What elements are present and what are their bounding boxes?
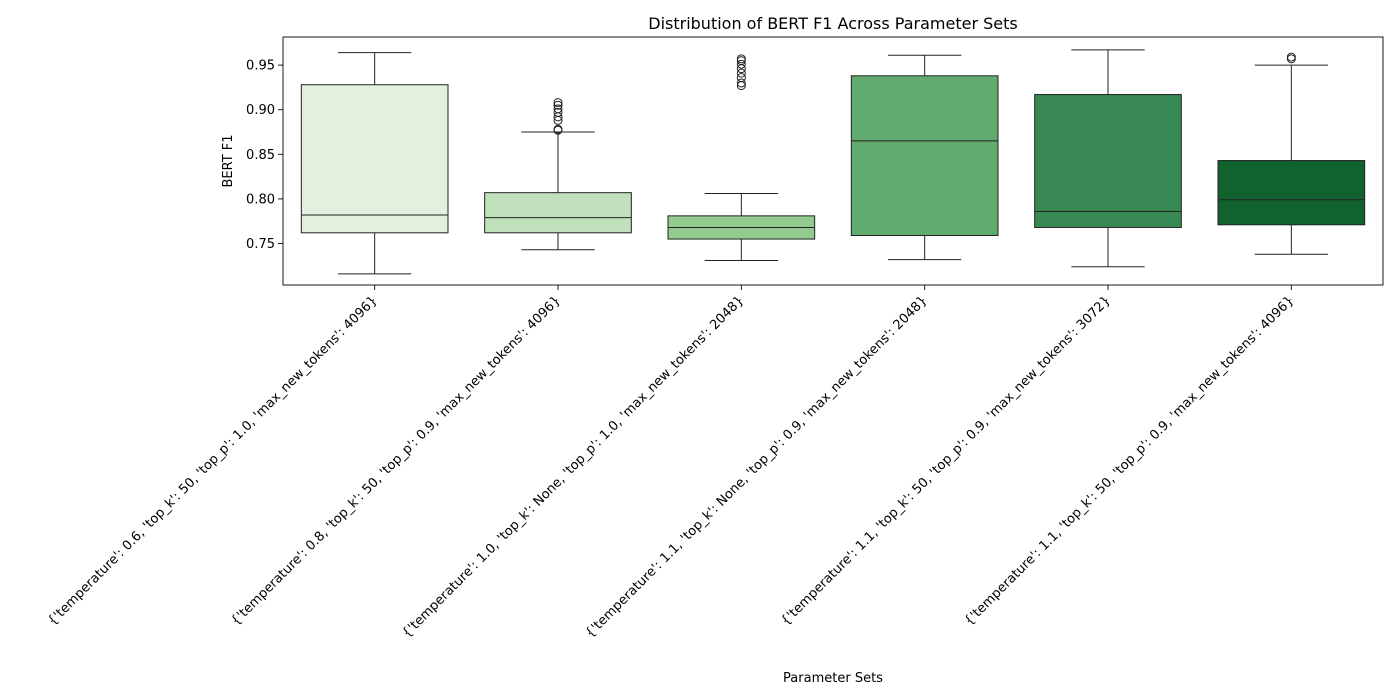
outlier-point: [553, 107, 563, 117]
y-axis-label: BERT F1: [221, 134, 236, 187]
outlier-point: [1286, 54, 1296, 64]
y-tick-label: 0.80: [246, 192, 275, 207]
outlier-point: [553, 100, 563, 110]
box-group: [1217, 52, 1366, 255]
box-iqr: [850, 75, 999, 236]
x-tick-label: {'temperature': 1.1, 'top_k': 50, 'top_p…: [962, 293, 1297, 628]
outlier-point: [736, 73, 746, 83]
outlier-point: [1286, 52, 1296, 62]
box-iqr: [1217, 160, 1366, 226]
box-group: [300, 52, 449, 275]
y-axis: 0.75 0.80 0.85 0.90 0.95: [246, 59, 283, 252]
box-group: [1034, 49, 1182, 268]
plot-frame: [282, 36, 1384, 286]
box-group: [484, 98, 632, 251]
x-axis-label: Parameter Sets: [783, 671, 883, 686]
outlier-point: [553, 104, 563, 114]
outlier-point: [736, 54, 746, 64]
x-axis: {'temperature': 0.6, 'top_k': 50, 'top_p…: [45, 285, 1297, 641]
box-group: [667, 54, 816, 261]
x-tick-label: {'temperature': 0.8, 'top_k': 50, 'top_p…: [228, 293, 563, 628]
box-iqr: [300, 84, 449, 234]
outlier-point: [553, 124, 563, 134]
y-tick-label: 0.85: [246, 148, 275, 163]
y-tick-label: 0.95: [246, 59, 275, 74]
y-tick-label: 0.75: [246, 237, 275, 252]
outlier-point: [553, 98, 563, 108]
box-iqr: [1034, 94, 1182, 228]
box-group: [850, 54, 999, 261]
outlier-point: [736, 59, 746, 69]
box-iqr: [484, 192, 632, 234]
y-tick-label: 0.90: [246, 103, 275, 118]
x-tick-label: {'temperature': 1.1, 'top_k': None, 'top…: [583, 293, 931, 641]
outlier-point: [736, 68, 746, 78]
x-tick-label: {'temperature': 1.1, 'top_k': 50, 'top_p…: [778, 293, 1113, 628]
chart-title: Distribution of BERT F1 Across Parameter…: [648, 14, 1017, 33]
boxes: [300, 49, 1366, 275]
x-tick-label: {'temperature': 1.0, 'top_k': None, 'top…: [399, 293, 747, 641]
outlier-point: [736, 78, 746, 88]
x-tick-label: {'temperature': 0.6, 'top_k': 50, 'top_p…: [45, 293, 380, 628]
